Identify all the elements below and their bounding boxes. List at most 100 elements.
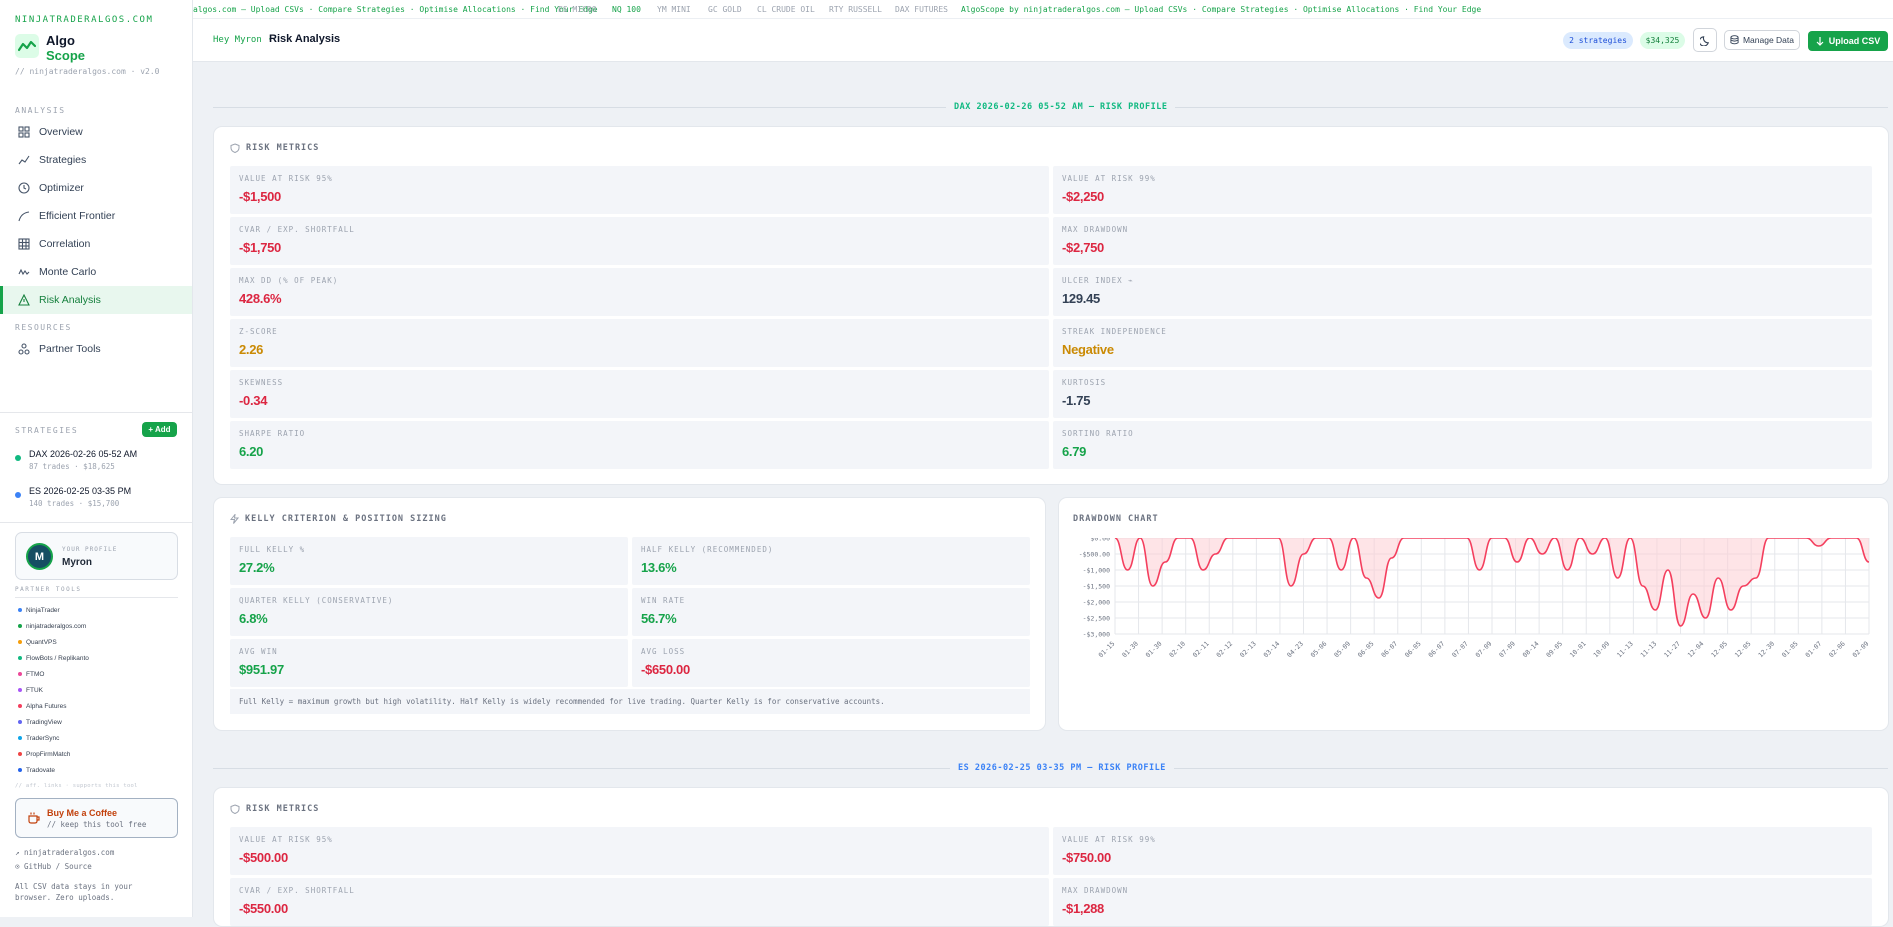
coffee-title: Buy Me a Coffee: [47, 808, 118, 818]
wave-icon: [18, 268, 30, 276]
ticker-item: GC GOLD: [708, 5, 742, 14]
github-icon: ⊙: [15, 862, 25, 871]
nav-strategies[interactable]: Strategies: [0, 146, 192, 174]
x-tick-label: 01-30: [1144, 640, 1164, 660]
x-tick-label: 01-07: [1804, 640, 1824, 660]
ticker-item: RTY RUSSELL: [829, 5, 882, 14]
nav-correlation[interactable]: Correlation: [0, 230, 192, 258]
privacy-note-1: All CSV data stays in your: [15, 882, 133, 891]
metric-label: MAX DRAWDOWN: [1062, 225, 1129, 234]
shield-icon: [230, 804, 240, 814]
download-arrow-icon: [1816, 36, 1824, 46]
metric-value: 56.7%: [641, 611, 677, 626]
partner-link[interactable]: NinjaTrader: [18, 607, 60, 614]
kelly-card: KELLY CRITERION & POSITION SIZING FULL K…: [213, 497, 1046, 731]
x-tick-label: 07-09: [1497, 640, 1517, 660]
x-tick-label: 02-09: [1851, 640, 1871, 660]
x-tick-label: 06-05: [1403, 640, 1423, 660]
nav-efficient-frontier[interactable]: Efficient Frontier: [0, 202, 192, 230]
theme-toggle-button[interactable]: [1693, 28, 1717, 52]
x-tick-label: 02-13: [1238, 640, 1258, 660]
metric-cell: VALUE AT RISK 99% -$2,250: [1053, 166, 1872, 214]
nav-label: Monte Carlo: [39, 266, 97, 278]
partner-label: QuantVPS: [26, 639, 57, 646]
kelly-note: Full Kelly = maximum growth but high vol…: [230, 689, 1030, 714]
partner-dot: [18, 688, 22, 693]
strategy-item-es[interactable]: ES 2026-02-25 03-35 PM 140 trades · $15,…: [15, 486, 185, 510]
metric-cell: VALUE AT RISK 95% -$1,500: [230, 166, 1049, 214]
nav-monte-carlo[interactable]: Monte Carlo: [0, 258, 192, 286]
metric-label: FULL KELLY %: [239, 545, 306, 554]
manage-data-button[interactable]: Manage Data: [1724, 30, 1800, 50]
nav-label: Risk Analysis: [39, 294, 101, 306]
partner-link[interactable]: FTUK: [18, 687, 43, 694]
metric-cell: FULL KELLY % 27.2%: [230, 537, 628, 585]
metric-cell: HALF KELLY (RECOMMENDED) 13.6%: [632, 537, 1030, 585]
nav-risk-analysis[interactable]: Risk Analysis: [0, 286, 192, 314]
nav-label: Efficient Frontier: [39, 210, 116, 222]
divider: [0, 412, 192, 413]
nav-optimizer[interactable]: Optimizer: [0, 174, 192, 202]
add-strategy-button[interactable]: + Add: [142, 422, 177, 437]
metric-cell: VALUE AT RISK 95% -$500.00: [230, 827, 1049, 875]
metric-label: MAX DRAWDOWN: [1062, 886, 1129, 895]
x-tick-label: 02-11: [1191, 640, 1211, 660]
partner-label: TraderSync: [26, 735, 60, 742]
strategy-item-dax[interactable]: DAX 2026-02-26 05-52 AM 87 trades · $18,…: [15, 449, 185, 473]
divider: [0, 522, 192, 523]
drawdown-chart: $0.00 -$500.00 -$1,000 -$1,500 -$2,000 -$2,50…: [1079, 538, 1871, 660]
metric-label: AVG WIN: [239, 647, 278, 656]
x-tick-label: 12-05: [1710, 640, 1730, 660]
partner-link[interactable]: TraderSync: [18, 735, 59, 742]
curve-icon: [18, 211, 30, 222]
site-link[interactable]: ↗ ninjatraderalgos.com: [15, 848, 115, 857]
page-header: Hey Myron · Risk Analysis 2 strategies $…: [193, 19, 1893, 62]
nav-overview[interactable]: Overview: [0, 118, 192, 146]
metric-label: KURTOSIS: [1062, 378, 1107, 387]
partner-label: Alpha Futures: [26, 703, 67, 710]
partner-link[interactable]: ninjatraderalgos.com: [18, 623, 86, 630]
buy-coffee-button[interactable]: Buy Me a Coffee // keep this tool free: [15, 798, 178, 838]
partner-link[interactable]: Tradovate: [18, 767, 55, 774]
partner-dot: [18, 608, 22, 613]
analysis-label: ANALYSIS: [15, 106, 66, 115]
partner-link[interactable]: PropFirmMatch: [18, 751, 70, 758]
metric-value: -$650.00: [641, 662, 690, 677]
metric-cell: Z-SCORE 2.26: [230, 319, 1049, 367]
profile-name: Myron: [62, 557, 92, 568]
strategy-color-dot: [15, 455, 21, 461]
metric-label: Z-SCORE: [239, 327, 278, 336]
partner-label: PropFirmMatch: [26, 751, 71, 758]
partner-dot: [18, 768, 22, 773]
x-tick-label: 05-09: [1333, 640, 1353, 660]
metric-label: SKEWNESS: [239, 378, 284, 387]
table-icon: [18, 238, 30, 250]
metric-cell: MAX DRAWDOWN -$1,288: [1053, 878, 1872, 926]
nav-label: Strategies: [39, 154, 87, 166]
y-tick-label: -$3,000: [1083, 631, 1110, 639]
partner-dot: [18, 640, 22, 645]
metric-label: QUARTER KELLY (CONSERVATIVE): [239, 596, 394, 605]
x-tick-label: 12-05: [1733, 640, 1753, 660]
metric-value: 6.20: [239, 444, 264, 459]
x-tick-label: 06-07: [1427, 640, 1447, 660]
x-tick-label: 06-05: [1356, 640, 1376, 660]
metric-cell: MAX DRAWDOWN -$2,750: [1053, 217, 1872, 265]
partner-link[interactable]: QuantVPS: [18, 639, 57, 646]
coffee-icon: [28, 812, 40, 824]
upload-csv-button[interactable]: Upload CSV: [1808, 31, 1888, 51]
clock-icon: [18, 182, 30, 194]
strategy-name: ES 2026-02-25 03-35 PM: [29, 486, 132, 496]
metric-cell: STREAK INDEPENDENCE Negative: [1053, 319, 1872, 367]
coffee-sub: // keep this tool free: [47, 820, 147, 829]
y-tick-label: -$1,500: [1083, 583, 1110, 591]
metric-cell: VALUE AT RISK 99% -$750.00: [1053, 827, 1872, 875]
partner-link[interactable]: Alpha Futures: [18, 703, 66, 710]
github-link[interactable]: ⊙ GitHub / Source: [15, 862, 92, 871]
partner-link[interactable]: TradingView: [18, 719, 62, 726]
profile-card[interactable]: M YOUR PROFILE Myron: [15, 532, 178, 580]
nav-partner-tools[interactable]: Partner Tools: [0, 335, 192, 363]
partner-link[interactable]: FTMO: [18, 671, 44, 678]
metric-value: 27.2%: [239, 560, 275, 575]
partner-link[interactable]: FlowBots / Replikanto: [18, 655, 89, 662]
